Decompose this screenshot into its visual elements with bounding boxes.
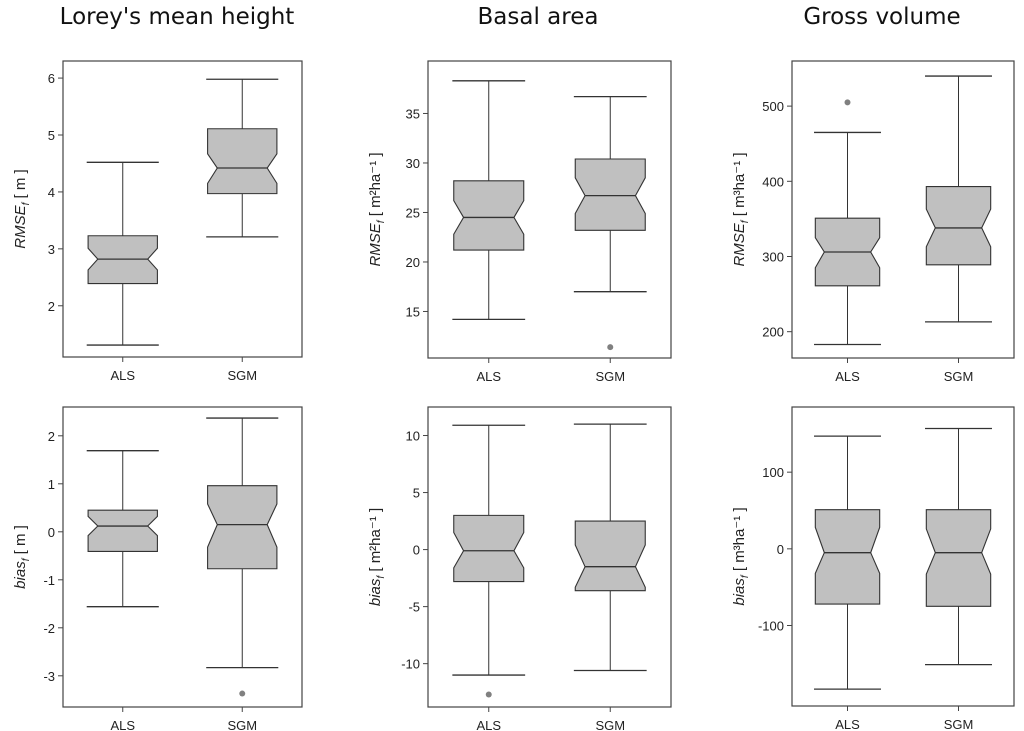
- y-axis-label: RMSEf [ m ]: [12, 169, 32, 248]
- x-tick-label: ALS: [835, 717, 860, 731]
- box-als: [814, 99, 881, 346]
- y-tick-label: -100: [758, 619, 784, 634]
- y-tick-label: 30: [406, 156, 420, 171]
- x-tick-label: SGM: [227, 718, 257, 731]
- y-tick-label: 0: [413, 543, 420, 558]
- boxplot-panel: 2 3 4 5 6 ALS SGM RMSEf [ m ]: [12, 60, 303, 383]
- box-sgm: [206, 417, 279, 697]
- boxplot-panel: -100 0 100 ALS SGM biasf [ m³ha⁻¹ ]: [731, 406, 1015, 731]
- y-tick-label: 400: [762, 174, 784, 189]
- boxplot-panel: 15 20 25 30 35 ALS SGM RMSEf [ m²ha⁻¹ ]: [367, 60, 672, 384]
- x-tick-label: ALS: [835, 369, 860, 384]
- box-sgm: [573, 95, 647, 351]
- y-tick-label: 500: [762, 99, 784, 114]
- box-body: [925, 509, 992, 607]
- box-body: [574, 520, 646, 592]
- boxplot-panel: -3 -2 -1 0 1 2 ALS SGM biasf [ m ]: [12, 406, 303, 731]
- column-title-basal-area: Basal area: [477, 4, 599, 30]
- y-tick-label: 10: [406, 429, 420, 444]
- x-tick-label: ALS: [476, 718, 501, 731]
- y-axis-label: biasf [ m³ha⁻¹ ]: [731, 507, 751, 605]
- plot-frame: [791, 406, 1015, 707]
- y-tick-label: -3: [43, 669, 55, 684]
- box-body: [87, 509, 158, 553]
- column-title-gross-volume: Gross volume: [803, 4, 961, 30]
- box-body: [814, 509, 881, 605]
- x-tick-label: SGM: [595, 369, 625, 384]
- y-axis-label: biasf [ m²ha⁻¹ ]: [367, 508, 387, 606]
- y-axis-label: RMSEf [ m³ha⁻¹ ]: [731, 152, 751, 266]
- y-tick-label: 20: [406, 255, 420, 270]
- y-tick-label: 0: [777, 542, 784, 557]
- x-tick-label: ALS: [476, 369, 501, 384]
- box-als: [814, 435, 881, 690]
- x-tick-label: ALS: [110, 718, 135, 731]
- box-als: [86, 450, 159, 608]
- y-tick-label: 15: [406, 304, 420, 319]
- y-tick-label: 1: [48, 477, 55, 492]
- x-tick-label: SGM: [227, 368, 257, 383]
- y-tick-label: 0: [48, 525, 55, 540]
- plot-frame: [427, 60, 672, 359]
- y-tick-label: 6: [48, 71, 55, 86]
- column-title-loreys-height: Lorey's mean height: [59, 4, 295, 30]
- box-body: [453, 180, 525, 251]
- box-sgm: [206, 78, 279, 238]
- y-tick-label: 3: [48, 242, 55, 257]
- box-als: [452, 424, 526, 698]
- y-axis-label: biasf [ m ]: [12, 525, 32, 589]
- plot-frame: [427, 406, 672, 708]
- box-body: [574, 158, 646, 231]
- box-sgm: [925, 427, 992, 666]
- y-tick-label: -5: [408, 600, 420, 615]
- y-tick-label: -1: [43, 573, 55, 588]
- y-tick-label: 4: [48, 185, 55, 200]
- x-tick-label: ALS: [110, 368, 135, 383]
- box-body: [207, 128, 278, 195]
- box-als: [86, 161, 159, 346]
- box-body: [207, 485, 278, 570]
- y-tick-label: 300: [762, 249, 784, 264]
- outlier-point: [844, 99, 851, 106]
- y-tick-label: 2: [48, 429, 55, 444]
- y-tick-label: 100: [762, 465, 784, 480]
- y-tick-label: 5: [48, 128, 55, 143]
- y-tick-label: -2: [43, 621, 55, 636]
- box-als: [452, 80, 526, 321]
- boxplot-panel: 200 300 400 500 ALS SGM RMSEf [ m³ha⁻¹ ]: [731, 60, 1015, 384]
- y-tick-label: 2: [48, 299, 55, 314]
- box-sgm: [573, 423, 647, 672]
- y-tick-label: 25: [406, 205, 420, 220]
- y-axis-label: RMSEf [ m²ha⁻¹ ]: [367, 152, 387, 266]
- x-tick-label: SGM: [944, 369, 974, 384]
- outlier-point: [485, 691, 492, 698]
- y-tick-label: 35: [406, 106, 420, 121]
- box-body: [453, 514, 525, 583]
- y-tick-label: 200: [762, 325, 784, 340]
- y-tick-label: -10: [401, 657, 420, 672]
- plot-frame: [62, 406, 303, 708]
- outlier-point: [239, 690, 246, 697]
- plot-frame: [62, 60, 303, 358]
- x-tick-label: SGM: [595, 718, 625, 731]
- box-body: [925, 186, 992, 266]
- box-sgm: [925, 75, 992, 323]
- plot-frame: [791, 60, 1015, 359]
- y-tick-label: 5: [413, 486, 420, 501]
- outlier-point: [607, 344, 614, 351]
- boxplot-panel: -10 -5 0 5 10 ALS SGM biasf [ m²ha⁻¹ ]: [367, 406, 672, 731]
- x-tick-label: SGM: [944, 717, 974, 731]
